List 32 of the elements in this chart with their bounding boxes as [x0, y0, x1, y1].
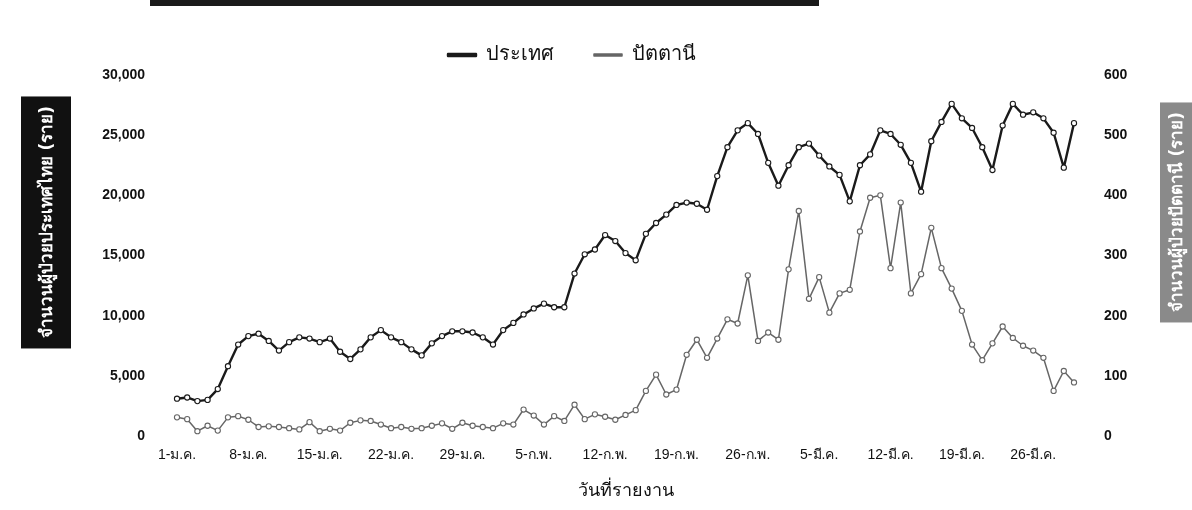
y-axis-title: จำนวนผู้ป่วยประเทศไทย (ราย): [21, 96, 71, 349]
x-tick-label: 19-ก.พ.: [653, 446, 699, 463]
y2-tick-label: 400: [1104, 186, 1128, 203]
y-tick-label: 10,000: [102, 306, 146, 323]
x-tick-label: 22-ม.ค.: [368, 446, 415, 463]
y2-tick-label: 600: [1104, 65, 1128, 82]
y2-tick-label: 200: [1104, 306, 1128, 323]
y-tick-label: 20,000: [102, 186, 146, 203]
x-tick-label: 8-ม.ค.: [229, 446, 268, 463]
y-tick-label: 0: [137, 426, 146, 443]
y2-tick-label: 100: [1104, 366, 1128, 383]
y2-axis-title: จำนวนผู้ป่วยปัตตานี (ราย): [1160, 102, 1192, 323]
x-tick-label: 1-ม.ค.: [157, 446, 197, 463]
legend-label: ปัตตานี: [632, 41, 696, 66]
y2-tick-label: 500: [1104, 126, 1128, 143]
y2-tick-label: 0: [1104, 426, 1112, 443]
y-tick-label: 5,000: [109, 366, 146, 383]
x-tick-label: 12-ก.พ.: [582, 446, 628, 463]
legend-label: ประเทศ: [486, 41, 554, 66]
x-axis-title: วันที่รายงาน: [577, 476, 674, 500]
y2-tick-label: 300: [1104, 246, 1128, 263]
x-tick-label: 19-มี.ค.: [938, 446, 985, 463]
y-tick-label: 30,000: [102, 65, 146, 82]
x-tick-label: 26-ก.พ.: [725, 446, 771, 463]
x-tick-label: 15-ม.ค.: [296, 446, 343, 463]
x-tick-label: 26-มี.ค.: [1010, 446, 1057, 463]
y-tick-label: 25,000: [102, 126, 146, 143]
x-tick-label: 5-มี.ค.: [800, 446, 839, 463]
x-tick-label: 12-มี.ค.: [867, 446, 914, 463]
x-tick-label: 5-ก.พ.: [515, 446, 553, 463]
y-tick-label: 15,000: [102, 246, 146, 263]
x-tick-label: 29-ม.ค.: [439, 446, 486, 463]
